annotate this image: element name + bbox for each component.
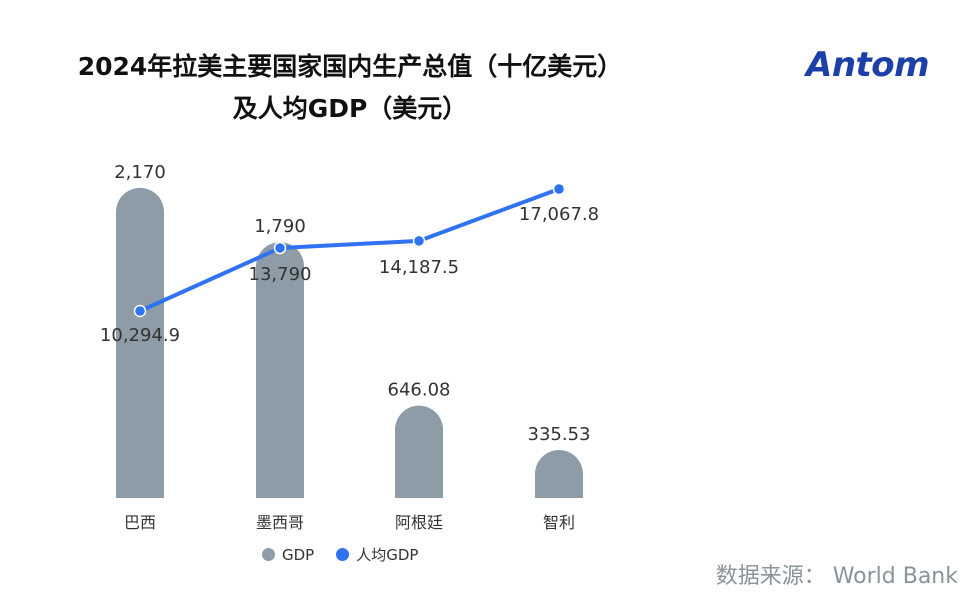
line-point-2 — [412, 234, 426, 248]
line-value-label-2: 14,187.5 — [379, 257, 459, 278]
line-point-0 — [133, 304, 147, 318]
bar-gdp-2 — [395, 405, 443, 498]
chart-title-line-2: 及人均GDP（美元） — [232, 94, 468, 123]
bar-value-label-1: 1,790 — [254, 216, 306, 237]
legend-item-gdp: GDP — [262, 546, 314, 564]
bar-gdp-0 — [116, 187, 164, 499]
bar-gdp-1 — [256, 242, 304, 498]
x-tick-label-2: 阿根廷 — [395, 513, 443, 532]
legend-gdp-label: GDP — [282, 545, 315, 564]
bar-value-label-3: 335.53 — [528, 424, 591, 445]
legend-item-per-capita: 人均GDP — [336, 544, 418, 565]
line-point-3 — [552, 182, 566, 196]
chart-plot-area: 2,170 1,790 646.08 335.53 10,294.9 13,790 14,1… — [100, 162, 599, 532]
x-tick-label-1: 墨西哥 — [256, 513, 304, 532]
line-per-capita-gdp — [138, 187, 561, 313]
bar-value-label-0: 2,170 — [114, 162, 166, 183]
legend-gdp-marker — [262, 548, 275, 561]
bar-value-label-2: 646.08 — [388, 380, 451, 401]
line-value-label-0: 10,294.9 — [100, 325, 180, 346]
x-tick-label-0: 巴西 — [124, 513, 156, 532]
bar-gdp-3 — [535, 450, 583, 498]
legend-per-capita-marker — [336, 548, 350, 561]
line-point-1 — [273, 241, 287, 255]
line-value-label-3: 17,067.8 — [519, 204, 599, 225]
x-tick-label-3: 智利 — [543, 513, 575, 532]
antom-logo: Antom — [806, 45, 930, 85]
data-source-note: 数据来源： World Bank — [715, 564, 958, 589]
chart-legend: GDP 人均GDP — [262, 544, 440, 565]
chart-title-line-1: 2024年拉美主要国家国内生产总值（十亿美元） — [77, 52, 623, 81]
legend-per-capita-label: 人均GDP — [356, 546, 419, 564]
line-value-label-1: 13,790 — [249, 264, 312, 285]
